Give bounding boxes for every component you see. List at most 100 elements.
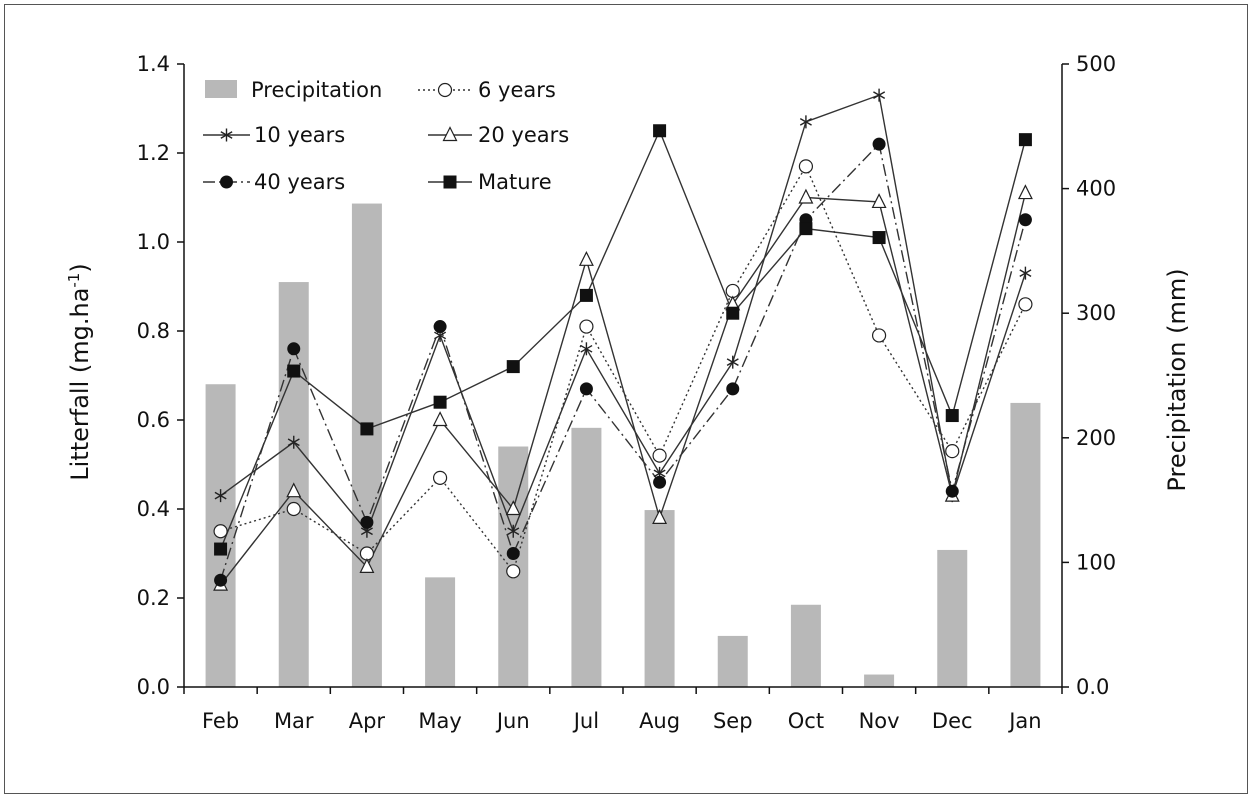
precipitation-bar-sep xyxy=(717,635,748,687)
point-20-years-jul xyxy=(578,250,594,266)
precipitation-bar-oct xyxy=(790,604,821,687)
x-tick-label-jan: Jan xyxy=(1007,709,1041,733)
point-10-years-jun xyxy=(507,524,520,538)
legend-marker-mature xyxy=(443,175,457,189)
series-markers xyxy=(213,88,1033,591)
point-6-years-jul xyxy=(579,319,594,334)
y-left-tick-label: 0.6 xyxy=(137,408,170,432)
chart-frame xyxy=(4,4,1248,794)
precipitation-bar-nov xyxy=(864,674,895,687)
y-right-tick-label: 0.0 xyxy=(1076,675,1109,699)
series-line-mature xyxy=(219,128,1027,550)
x-tick-label-apr: Apr xyxy=(349,709,386,733)
point-mature-sep xyxy=(726,306,740,320)
precipitation-bars xyxy=(205,203,1041,687)
point-6-years-aug xyxy=(652,448,667,463)
x-tick-label-oct: Oct xyxy=(788,709,824,733)
legend-label-precipitation: Precipitation xyxy=(251,78,382,102)
point-6-years-may xyxy=(432,470,448,485)
point-40-years-mar xyxy=(287,342,301,356)
axes: 0.0 0.2 0.4 0.6 0.8 1.0 1.2 1.4 0.0 100 200 300 400 5… xyxy=(137,52,1117,733)
legend: Precipitation 6 years 10 years 20 years 40 y… xyxy=(203,78,569,194)
point-20-years-aug xyxy=(652,509,668,525)
point-6-years-dec xyxy=(945,444,960,459)
legend-swatch-precipitation xyxy=(205,80,237,98)
legend-marker-6-years xyxy=(437,82,453,98)
point-mature-nov xyxy=(872,231,886,245)
point-20-years-oct xyxy=(798,188,814,204)
point-20-years-jun xyxy=(505,500,521,516)
point-6-years-jun xyxy=(506,564,521,579)
point-mature-feb xyxy=(214,542,228,556)
legend-label-10-years: 10 years xyxy=(254,123,345,147)
point-10-years-jul xyxy=(580,342,593,356)
point-40-years-jan xyxy=(1018,213,1032,227)
y-right-tick-label: 200 xyxy=(1076,426,1116,450)
point-mature-dec xyxy=(945,409,959,423)
point-20-years-may xyxy=(432,411,448,427)
point-40-years-sep xyxy=(726,382,740,396)
precipitation-bar-may xyxy=(425,577,456,687)
x-tick-label-mar: Mar xyxy=(274,709,314,733)
point-10-years-sep xyxy=(726,355,739,369)
series-line-40-years xyxy=(219,142,1027,581)
x-tick-label-dec: Dec xyxy=(932,709,973,733)
x-tick-label-nov: Nov xyxy=(859,709,900,733)
y-right-tick-label: 400 xyxy=(1076,177,1116,201)
precipitation-bar-jan xyxy=(1010,402,1041,687)
precipitation-bar-dec xyxy=(937,549,968,687)
legend-label-40-years: 40 years xyxy=(254,170,345,194)
point-40-years-jun xyxy=(506,547,520,560)
precipitation-bar-apr xyxy=(351,203,382,687)
y-axis-left-label: Litterfall (mg.ha-1) xyxy=(65,263,94,480)
y-left-tick-label: 0.4 xyxy=(137,497,170,521)
point-mature-oct xyxy=(799,222,813,236)
point-20-years-nov xyxy=(871,193,887,209)
y-left-tick-label: 1.4 xyxy=(137,52,170,76)
series-line-6-years xyxy=(220,164,1027,573)
x-tick-label-may: May xyxy=(418,709,461,733)
y-right-tick-label: 100 xyxy=(1076,550,1116,574)
point-40-years-dec xyxy=(945,484,959,498)
y-left-tick-label: 1.0 xyxy=(137,230,170,254)
point-10-years-oct xyxy=(799,115,812,129)
point-mature-aug xyxy=(653,124,667,138)
point-10-years-jan xyxy=(1019,266,1032,280)
legend-label-mature: Mature xyxy=(478,170,552,194)
y-left-tick-label: 0.2 xyxy=(137,586,170,610)
point-10-years-feb xyxy=(214,489,227,503)
x-tick-label-jun: Jun xyxy=(495,709,530,733)
x-tick-label-sep: Sep xyxy=(713,709,753,733)
x-tick-label-jul: Jul xyxy=(572,709,599,733)
point-mature-mar xyxy=(287,364,301,378)
point-mature-jan xyxy=(1018,133,1032,147)
point-mature-apr xyxy=(360,422,374,436)
legend-marker-20-years xyxy=(442,126,458,142)
y-axis-right-label: Precipitation (mm) xyxy=(1163,268,1191,491)
point-20-years-mar xyxy=(286,482,302,498)
point-6-years-jan xyxy=(1018,297,1033,312)
legend-marker-40-years xyxy=(220,175,233,189)
legend-label-6-years: 6 years xyxy=(478,78,556,102)
x-tick-label-feb: Feb xyxy=(202,709,239,733)
point-6-years-feb xyxy=(213,524,228,539)
precipitation-bar-aug xyxy=(644,510,675,687)
point-10-years-nov xyxy=(873,88,886,102)
point-40-years-may xyxy=(433,320,447,334)
legend-label-20-years: 20 years xyxy=(478,123,569,147)
point-20-years-jan xyxy=(1017,184,1033,200)
series-line-10-years xyxy=(220,94,1027,534)
point-6-years-nov xyxy=(871,328,887,343)
point-40-years-apr xyxy=(360,515,374,529)
point-40-years-jul xyxy=(579,382,593,396)
y-left-tick-label: 0.8 xyxy=(137,319,170,343)
series-lines xyxy=(219,94,1027,586)
y-right-tick-label: 300 xyxy=(1076,301,1116,325)
y-right-tick-label: 500 xyxy=(1076,52,1116,76)
point-20-years-apr xyxy=(359,558,375,573)
point-mature-may xyxy=(433,395,447,409)
legend-marker-10-years xyxy=(220,128,233,142)
point-mature-jul xyxy=(579,288,593,302)
precipitation-bar-jul xyxy=(571,427,602,687)
